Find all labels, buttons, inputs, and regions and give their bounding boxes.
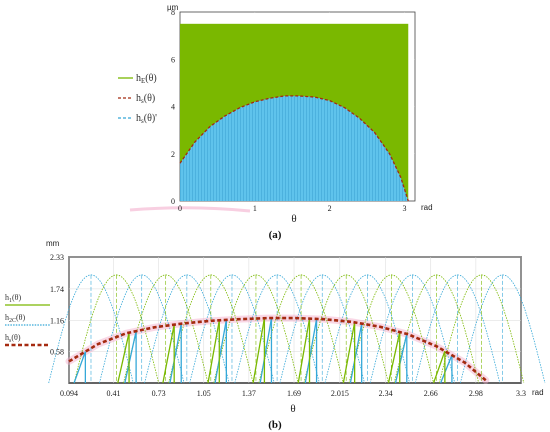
- x-tick-label: 0.41: [107, 389, 121, 398]
- panel-a-tick-labels: 0 1 2 3 0 2 4 6 8: [171, 8, 407, 213]
- cut-stroke-h2c: [259, 317, 273, 384]
- x-tick-label: 3.3: [516, 389, 526, 398]
- x-tick-label: 1: [253, 204, 257, 213]
- legend-a-label: hE(θ): [136, 73, 157, 85]
- cut-stroke-h2c: [169, 323, 182, 384]
- y-tick-label: 1.74: [50, 285, 64, 294]
- x-tick-label: 2.66: [424, 389, 438, 398]
- cut-stroke-h1: [297, 318, 311, 384]
- y-tick-label: 0.58: [50, 348, 64, 357]
- cut-stroke-h1: [387, 331, 401, 384]
- x-tick-label: 0: [178, 204, 182, 213]
- pink-artifact: [129, 206, 251, 213]
- panel-a-x-unit: rad: [421, 203, 433, 212]
- panel-b-tick-labels: 0.094 0.41 0.73 1.05 1.37 1.69 2.015 2.34 2.66 2.…: [50, 253, 526, 398]
- arch-h1: [438, 274, 525, 384]
- arch-h1: [213, 274, 299, 384]
- arch-h2c: [144, 274, 230, 384]
- cut-stroke-h2c: [349, 323, 363, 384]
- arch-h1: [123, 274, 209, 384]
- y-tick-label: 8: [171, 8, 175, 17]
- arch-h2c: [279, 274, 365, 384]
- arch-h2c: [414, 274, 501, 384]
- arch-h1: [168, 274, 254, 384]
- blue-region-hs-prime: [180, 95, 409, 201]
- panel-a-marks: [129, 23, 409, 213]
- cut-stroke-h2c: [394, 333, 408, 384]
- panel-a-legend: hE(θ) hs(θ) hs(θ)': [118, 73, 157, 125]
- legend-a-label: hs(θ): [136, 93, 155, 105]
- arch-h1: [258, 274, 344, 384]
- panel-b: 0.094 0.41 0.73 1.05 1.37 1.69 2.015 2.34 2.66 2.…: [5, 239, 546, 431]
- series-hs-curve: [68, 316, 487, 382]
- cut-stroke-h2c: [73, 351, 86, 384]
- y-tick-label: 4: [171, 103, 175, 112]
- panel-b-legend: h1(θ) h2C(θ) hs(θ): [5, 293, 50, 347]
- x-tick-label: 0.094: [60, 389, 78, 398]
- panel-b-x-unit: rad: [532, 388, 544, 397]
- arch-h2c: [234, 274, 320, 384]
- y-tick-label: 1.16: [50, 316, 64, 325]
- panel-b-marks: [48, 274, 546, 384]
- arch-h1: [303, 274, 389, 384]
- arch-h2c: [369, 274, 456, 384]
- x-tick-label: 2.34: [379, 389, 393, 398]
- cut-stroke-h2c: [440, 354, 453, 384]
- panel-a-y-unit: μm: [167, 3, 179, 12]
- arch-h2c: [48, 274, 134, 384]
- panel-b-caption: (b): [268, 419, 282, 431]
- x-tick-label: 3: [403, 204, 407, 213]
- legend-b-label: h1(θ): [5, 293, 21, 304]
- x-tick-label: 2.98: [469, 389, 483, 398]
- arch-h1: [393, 274, 480, 384]
- x-tick-label: 1.05: [197, 389, 211, 398]
- panel-a: 0 1 2 3 0 2 4 6 8 μm rad θ (a) hE(θ) hs(θ) hs(θ)': [118, 3, 433, 241]
- legend-b-label: h2C(θ): [5, 313, 26, 324]
- arch-h2c: [324, 274, 411, 384]
- legend-b-label: hs(θ): [5, 333, 21, 344]
- y-tick-label: 0: [171, 197, 175, 206]
- cut-stroke-h1: [252, 318, 266, 384]
- panel-b-x-label: θ: [290, 403, 295, 415]
- cut-stroke-h1: [432, 350, 446, 384]
- panel-a-x-label: θ: [291, 213, 296, 225]
- y-tick-label: 2: [171, 150, 175, 159]
- cut-stroke-h2c: [124, 331, 137, 384]
- legend-a-label: hs(θ)': [136, 113, 157, 125]
- cut-stroke-h1: [207, 320, 220, 384]
- arch-h1: [348, 274, 434, 384]
- x-tick-label: 1.37: [242, 389, 256, 398]
- arch-h1: [73, 274, 160, 384]
- x-tick-label: 0.73: [152, 389, 166, 398]
- arch-h2c: [99, 274, 185, 384]
- cut-stroke-h2c: [214, 319, 227, 384]
- arch-h2c: [189, 274, 275, 384]
- x-tick-label: 2: [328, 204, 332, 213]
- panel-a-caption: (a): [269, 229, 282, 241]
- cut-stroke-h2c: [304, 318, 318, 384]
- cut-stroke-h1: [342, 322, 356, 384]
- cut-stroke-h1: [162, 324, 175, 384]
- x-tick-label: 2.015: [331, 389, 349, 398]
- panel-b-y-unit: mm: [46, 239, 60, 248]
- y-tick-label: 6: [171, 55, 175, 64]
- arch-h2c: [459, 274, 546, 384]
- series-hs-curve: [179, 95, 409, 202]
- cut-stroke-h1: [117, 332, 130, 384]
- x-tick-label: 1.69: [287, 389, 301, 398]
- panel-b-grid: [68, 256, 522, 383]
- y-tick-label: 2.33: [50, 253, 64, 262]
